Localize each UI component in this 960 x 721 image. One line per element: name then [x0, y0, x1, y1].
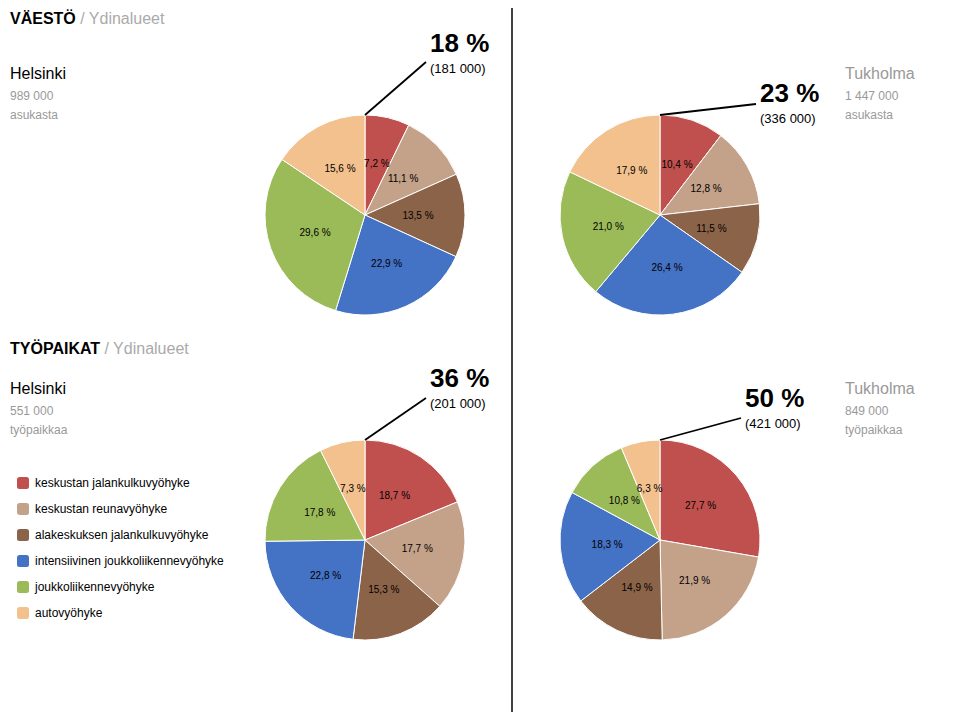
svg-text:asukasta: asukasta: [10, 108, 58, 122]
svg-text:17,9 %: 17,9 %: [616, 165, 647, 176]
svg-text:Tukholma: Tukholma: [845, 380, 915, 397]
svg-text:/ Ydinalueet: / Ydinalueet: [100, 340, 189, 357]
svg-text:(336 000): (336 000): [760, 111, 816, 126]
svg-text:21,9 %: 21,9 %: [679, 575, 710, 586]
svg-text:18 %: 18 %: [430, 28, 489, 58]
svg-text:alakeskuksen jalankulkuvyöhyke: alakeskuksen jalankulkuvyöhyke: [35, 528, 209, 542]
svg-text:36 %: 36 %: [430, 363, 489, 393]
svg-text:849 000: 849 000: [845, 404, 889, 418]
svg-text:18,7 %: 18,7 %: [379, 490, 410, 501]
svg-text:työpaikkaa: työpaikkaa: [10, 423, 68, 437]
svg-text:15,3 %: 15,3 %: [368, 584, 399, 595]
svg-text:(201 000): (201 000): [430, 396, 486, 411]
svg-text:11,5 %: 11,5 %: [696, 223, 726, 234]
svg-text:21,0 %: 21,0 %: [593, 221, 624, 232]
svg-text:(421 000): (421 000): [745, 416, 801, 431]
svg-text:keskustan reunavyöhyke: keskustan reunavyöhyke: [35, 502, 167, 516]
svg-text:551 000: 551 000: [10, 404, 54, 418]
svg-text:intensiivinen joukkoliikennevy: intensiivinen joukkoliikennevyöhyke: [35, 554, 224, 568]
svg-text:Tukholma: Tukholma: [845, 65, 915, 82]
svg-text:10,8 %: 10,8 %: [609, 495, 640, 506]
svg-text:17,7 %: 17,7 %: [402, 543, 433, 554]
svg-text:keskustan jalankulkuvyöhyke: keskustan jalankulkuvyöhyke: [35, 476, 190, 490]
svg-text:15,6 %: 15,6 %: [324, 163, 355, 174]
svg-text:6,3 %: 6,3 %: [637, 483, 663, 494]
svg-text:Helsinki: Helsinki: [10, 380, 66, 397]
svg-text:13,5 %: 13,5 %: [402, 210, 433, 221]
svg-text:TYÖPAIKAT: TYÖPAIKAT: [10, 339, 100, 357]
svg-text:työpaikkaa: työpaikkaa: [845, 423, 903, 437]
svg-text:7,3 %: 7,3 %: [340, 483, 366, 494]
svg-text:autovyöhyke: autovyöhyke: [35, 606, 103, 620]
svg-text:50 %: 50 %: [745, 383, 804, 413]
svg-text:/ Ydinalueet: / Ydinalueet: [76, 10, 165, 27]
svg-text:VÄESTÖ: VÄESTÖ: [10, 9, 76, 27]
svg-text:Helsinki: Helsinki: [10, 65, 66, 82]
svg-text:22,8 %: 22,8 %: [310, 570, 341, 581]
svg-text:22,9 %: 22,9 %: [371, 258, 402, 269]
svg-text:11,1 %: 11,1 %: [388, 173, 418, 184]
svg-text:7,2 %: 7,2 %: [364, 158, 390, 169]
svg-text:1 447 000: 1 447 000: [845, 89, 899, 103]
svg-text:23 %: 23 %: [760, 78, 819, 108]
svg-text:asukasta: asukasta: [845, 108, 893, 122]
svg-text:18,3 %: 18,3 %: [592, 539, 623, 550]
svg-text:(181 000): (181 000): [430, 61, 486, 76]
svg-text:989 000: 989 000: [10, 89, 54, 103]
svg-text:26,4 %: 26,4 %: [651, 262, 682, 273]
svg-text:27,7 %: 27,7 %: [685, 500, 716, 511]
svg-text:12,8 %: 12,8 %: [691, 183, 722, 194]
svg-text:29,6 %: 29,6 %: [299, 227, 330, 238]
svg-text:14,9 %: 14,9 %: [622, 582, 653, 593]
svg-text:17,8 %: 17,8 %: [304, 507, 335, 518]
svg-text:joukkoliikennevyöhyke: joukkoliikennevyöhyke: [34, 580, 155, 594]
svg-text:10,4 %: 10,4 %: [661, 159, 692, 170]
